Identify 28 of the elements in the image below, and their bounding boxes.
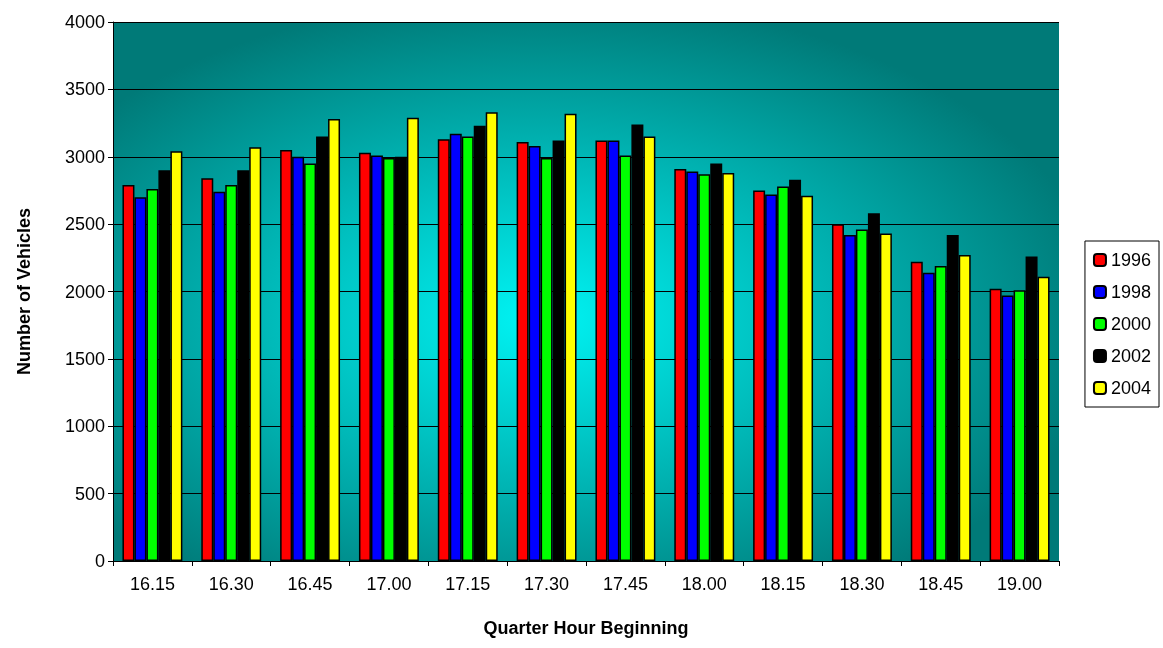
x-tick-label: 17.00: [366, 574, 412, 594]
y-tick-label: 2500: [64, 214, 105, 235]
y-tick-label: 1500: [64, 348, 105, 369]
y-tick-label: 500: [74, 483, 105, 504]
x-tick-label: 18.30: [839, 574, 885, 594]
y-tick-label: 3500: [64, 79, 105, 100]
x-tick-label: 16.45: [287, 574, 333, 594]
x-tick-label: 19.00: [997, 574, 1043, 594]
y-tick-label: 3000: [64, 146, 105, 167]
y-tick-label: 1000: [64, 416, 105, 437]
x-tick-label: 16.15: [129, 574, 175, 594]
x-tick-label: 18.45: [918, 574, 964, 594]
x-tick-label: 17.15: [445, 574, 491, 594]
y-tick-label: 0: [94, 551, 105, 571]
legend-label: 2004: [1110, 378, 1151, 398]
x-axis-title: Quarter Hour Beginning: [483, 618, 689, 638]
legend-label: 1998: [1110, 282, 1151, 302]
x-tick-label: 16.30: [208, 574, 254, 594]
x-tick-label: 18.00: [681, 574, 727, 594]
legend-label: 1996: [1110, 250, 1151, 270]
y-axis-title: Number of Vehicles: [14, 207, 34, 376]
x-tick-label: 17.30: [524, 574, 570, 594]
y-tick-label: 2000: [64, 281, 105, 302]
x-tick-label: 18.15: [760, 574, 806, 594]
legend-label: 2002: [1110, 346, 1151, 366]
y-tick-label: 4000: [64, 12, 105, 32]
x-tick-label: 17.45: [602, 574, 648, 594]
legend-label: 2000: [1110, 314, 1151, 334]
